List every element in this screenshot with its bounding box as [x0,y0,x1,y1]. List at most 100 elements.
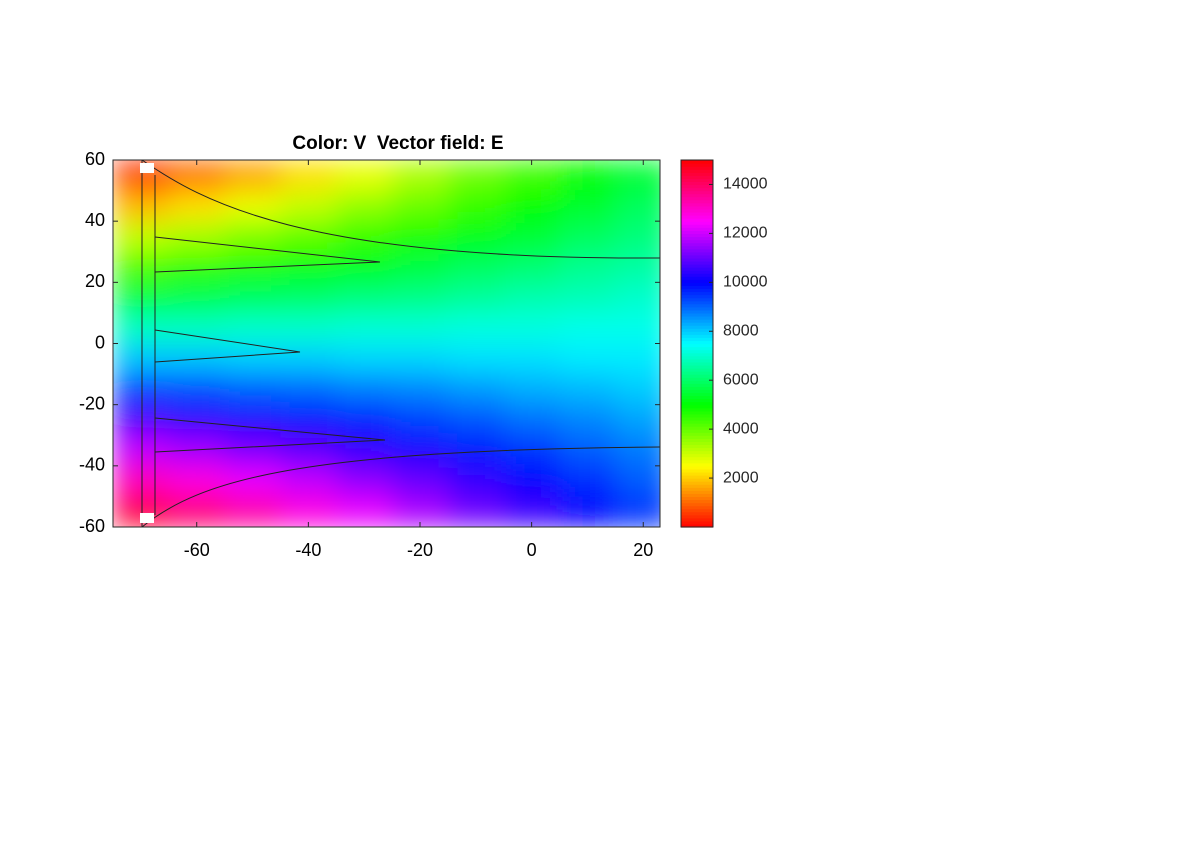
field-cell [392,343,449,375]
field-cell [113,404,170,436]
field-cell [336,404,393,436]
colorbar-swatch [681,169,713,173]
colorbar-swatch [681,361,713,366]
colorbar-swatch [681,263,713,268]
colorbar-swatch [681,478,713,482]
field-cell [280,190,337,222]
field-cell [447,496,505,527]
colorbar-swatch [681,432,713,436]
colorbar-swatch [681,468,713,473]
field-cell [392,374,449,406]
field-cell [392,404,449,436]
colorbar-swatch [681,358,713,363]
colorbar-swatch [681,199,713,204]
colorbar-swatch [681,398,713,403]
field-cell [615,221,660,253]
field-cell [113,435,170,467]
colorbar-swatch [681,435,713,439]
colorbar-swatch [681,429,713,433]
colorbar-swatch [681,423,713,427]
colorbar-swatch [681,493,713,498]
field-cell [280,282,337,314]
colorbar-tick-label: 4000 [723,420,759,437]
field-cell [168,465,226,497]
field-cell [503,404,561,436]
y-tick-label: 0 [95,332,105,352]
colorbar-swatch [681,319,713,323]
field-cell [224,312,281,344]
colorbar-swatch [681,508,713,513]
colorbar-swatch [681,514,713,519]
field-cell [113,343,170,375]
colorbar-swatch [681,303,713,308]
colorbar-swatch [681,294,713,299]
colorbar-swatch [681,322,713,326]
field-cell [615,404,660,436]
field-cell [615,374,660,406]
field-cell [447,374,505,406]
colorbar-tick-label: 14000 [723,176,768,193]
colorbar-swatch [681,371,713,375]
field-cell [336,374,393,406]
field-cell [559,496,616,527]
colorbar-swatch [681,166,713,170]
colorbar-swatch [681,196,713,201]
field-cell [168,160,226,192]
field-cell [224,374,281,406]
colorbar-swatch [681,481,713,485]
y-tick-label: -40 [79,455,105,475]
field-cell [224,160,281,192]
colorbar-swatch [681,291,713,296]
colorbar-swatch [681,334,713,338]
colorbar-swatch [681,276,713,280]
chart-title: Color: V Vector field: E [292,133,503,154]
field-cell [559,404,616,436]
colorbar-swatch [681,444,713,449]
field-cell [336,343,393,375]
y-tick-label: 60 [85,149,105,169]
colorbar-tick-label: 6000 [723,371,759,388]
colorbar-swatch [681,410,713,415]
field-cell [336,160,393,192]
colorbar-swatch [681,459,713,464]
field-cell [392,496,449,527]
field-cell [503,312,561,344]
colorbar-swatch [681,205,713,210]
colorbar-swatch [681,193,713,198]
x-tick-label: 0 [527,540,537,560]
colorbar-swatch [681,462,713,467]
field-cell [280,221,337,253]
field-cell [559,251,616,283]
colorbar-swatch [681,202,713,207]
field-cell [224,221,281,253]
colorbar-swatch [681,224,713,228]
field-cell [168,221,226,253]
x-tick-label: -20 [407,540,433,560]
colorbar-swatch [681,215,713,219]
colorbar-swatch [681,505,713,510]
field-cell [447,465,505,497]
field-cell [447,251,505,283]
field-cell [336,190,393,222]
field-cell [336,251,393,283]
field-cell [113,374,170,406]
colorbar-swatch [681,172,713,176]
colorbar-tick-label: 10000 [723,274,768,291]
field-cell [113,282,170,314]
plot-area [113,160,660,527]
field-cell [168,190,226,222]
colorbar-swatch [681,523,713,528]
colorbar-tick-label: 8000 [723,322,759,339]
field-cell [224,435,281,467]
field-cell [336,496,393,527]
colorbar-swatch [681,208,713,213]
field-cell [559,221,616,253]
field-cell [615,435,660,467]
colorbar-swatch [681,273,713,277]
field-cell [503,374,561,406]
colorbar-swatch [681,392,713,397]
colorbar-swatch [681,490,713,494]
field-cell [280,160,337,192]
colorbar-swatch [681,190,713,195]
field-cell [559,190,616,222]
